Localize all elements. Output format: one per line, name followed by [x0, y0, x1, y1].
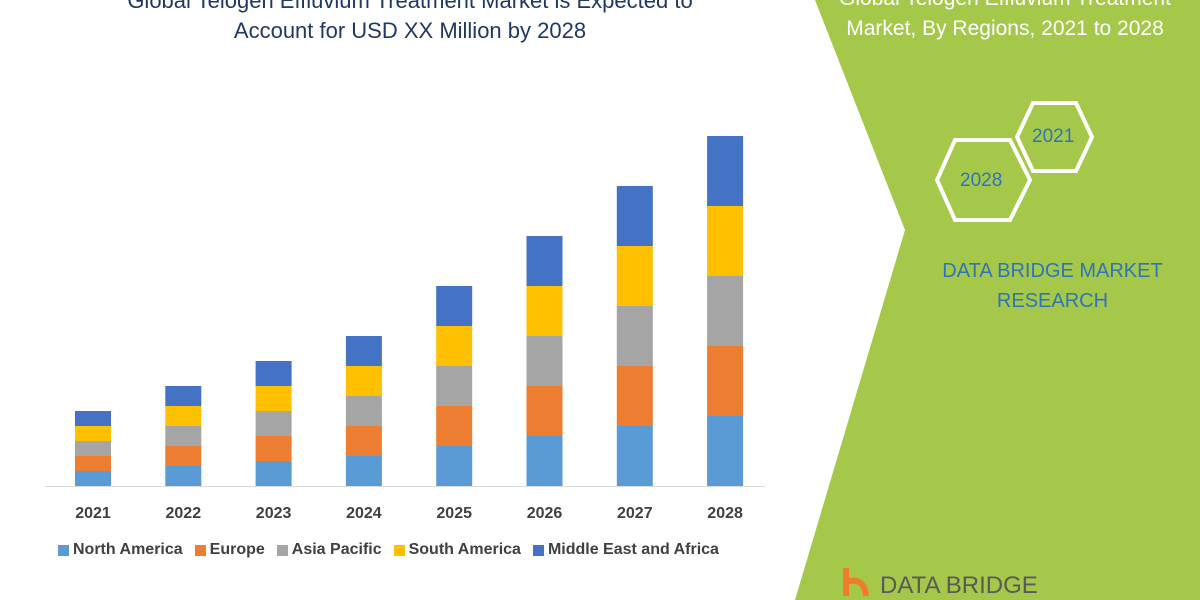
hex-label-2028: 2028	[960, 170, 1003, 191]
bar-2023-middle-east-and-africa	[255, 361, 292, 386]
x-tick-label: 2023	[256, 505, 292, 522]
bar-2024-asia-pacific	[345, 396, 382, 426]
legend-label: Asia Pacific	[291, 541, 382, 558]
bar-2023-north-america	[255, 461, 292, 486]
bar-2022-europe	[165, 446, 202, 466]
brand-text: DATA BRIDGE MARKET RESEARCH	[942, 260, 1163, 312]
bar-2025-middle-east-and-africa	[436, 286, 473, 326]
bar-2022-middle-east-and-africa	[165, 386, 202, 406]
legend-item: South America	[393, 541, 521, 559]
bar-2024-middle-east-and-africa	[345, 336, 382, 366]
bar-2023-south-america	[255, 386, 292, 411]
legend-label: South America	[408, 541, 521, 558]
legend: North America Europe Asia Pacific South Ame…	[58, 541, 719, 559]
x-tick-label: 2026	[527, 505, 563, 522]
bar-2025-europe	[436, 406, 473, 446]
legend-item: Asia Pacific	[276, 541, 382, 559]
bar-2021-asia-pacific	[75, 441, 111, 456]
legend-item: North America	[58, 541, 183, 559]
legend-swatch	[532, 544, 544, 556]
legend-swatch	[58, 544, 69, 556]
bar-2026-south-america	[526, 286, 563, 336]
bar-2025-north-america	[436, 446, 473, 486]
stacked-bar-chart: 2021 2022 2023 2024 2025 2026 2027 2028	[45, 136, 765, 522]
bar-2028-south-america	[707, 206, 744, 276]
legend-label: Middle East and Africa	[547, 541, 719, 558]
bar-2026-middle-east-and-africa	[526, 236, 563, 286]
hex-label-2021: 2021	[1032, 126, 1075, 147]
legend-label: Europe	[209, 541, 265, 558]
legend-swatch	[276, 544, 288, 556]
bar-2027-middle-east-and-africa	[616, 186, 653, 246]
bar-2028-middle-east-and-africa	[707, 136, 744, 206]
bar-2023-asia-pacific	[255, 411, 292, 436]
bar-2026-asia-pacific	[526, 336, 563, 386]
bar-2025-asia-pacific	[436, 366, 473, 406]
bar-2027-asia-pacific	[616, 306, 653, 366]
bar-2022-asia-pacific	[165, 426, 202, 446]
bar-2028-europe	[707, 346, 744, 416]
bar-2026-europe	[526, 386, 563, 436]
chart-title: Global Telogen Effluvium Treatment Marke…	[127, 0, 693, 43]
bar-2027-south-america	[616, 246, 653, 306]
side-title: Global Telogen Effluvium Treatment Marke…	[839, 0, 1171, 40]
bar-2024-europe	[345, 426, 382, 456]
bar-2028-north-america	[707, 416, 744, 486]
bar-2021-middle-east-and-africa	[75, 411, 111, 426]
x-tick-label: 2028	[707, 505, 743, 522]
bar-2026-north-america	[526, 436, 563, 486]
hexagon-2028	[934, 138, 1033, 222]
bar-2023-europe	[255, 436, 292, 461]
bar-2022-north-america	[165, 466, 202, 486]
bar-2027-europe	[616, 366, 653, 426]
legend-swatch	[393, 544, 405, 556]
bar-2021-south-america	[75, 426, 111, 441]
bar-2024-south-america	[345, 366, 382, 396]
x-tick-label: 2022	[166, 505, 202, 522]
bar-2022-south-america	[165, 406, 202, 426]
logo: DATA BRIDGE	[838, 566, 1038, 600]
bar-2024-north-america	[345, 456, 382, 486]
bar-2027-north-america	[616, 426, 653, 486]
x-tick-label: 2024	[346, 505, 382, 522]
bar-2025-south-america	[436, 326, 473, 366]
x-tick-label: 2021	[75, 505, 111, 522]
bar-2021-north-america	[75, 471, 111, 486]
x-tick-label: 2025	[436, 505, 472, 522]
x-tick-label: 2027	[617, 505, 653, 522]
legend-item: Middle East and Africa	[532, 541, 719, 559]
bar-2021-europe	[75, 456, 111, 471]
hexagon-2021	[1014, 101, 1095, 173]
bar-2028-asia-pacific	[707, 276, 744, 346]
legend-swatch	[194, 544, 206, 556]
legend-item: Europe	[194, 541, 265, 559]
legend-label: North America	[73, 541, 183, 558]
logo-icon	[843, 568, 869, 597]
